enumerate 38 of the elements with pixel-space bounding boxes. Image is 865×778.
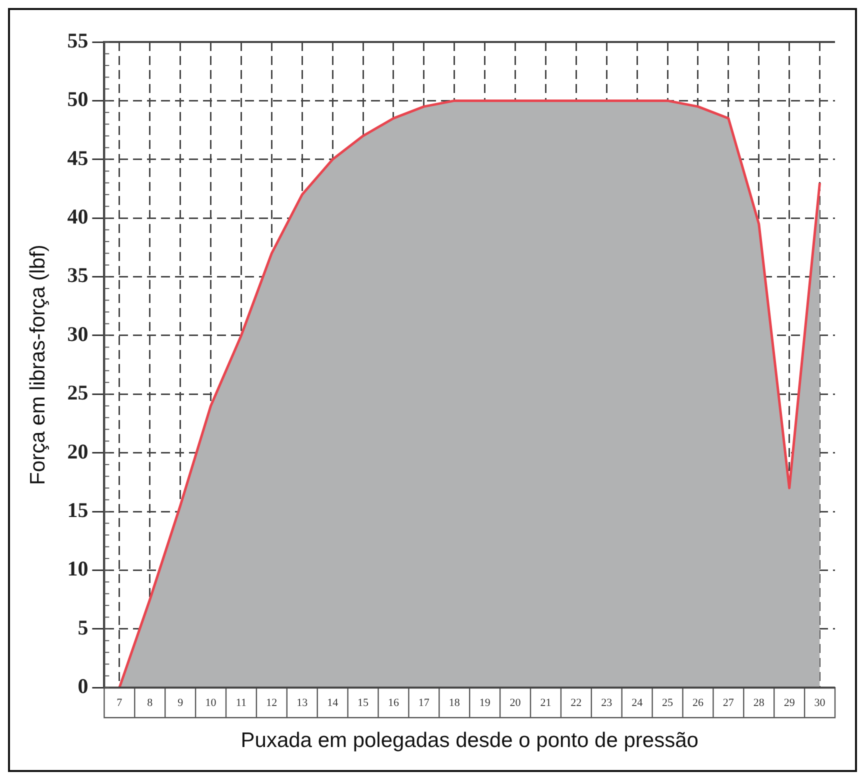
y-tick-label: 10 xyxy=(67,556,88,581)
x-tick-label: 10 xyxy=(205,697,217,710)
x-tick-label: 25 xyxy=(662,697,674,710)
y-tick-label: 45 xyxy=(67,146,88,170)
x-tick-label: 24 xyxy=(632,697,644,710)
x-tick-label: 8 xyxy=(147,697,154,710)
y-tick-label: 5 xyxy=(78,615,88,640)
y-tick-label: 55 xyxy=(67,28,88,52)
y-tick-label: 30 xyxy=(67,322,88,346)
x-tick-label: 30 xyxy=(814,697,826,710)
x-tick-label: 26 xyxy=(692,697,704,710)
x-tick-label: 15 xyxy=(358,697,370,710)
y-axis-title: Força em libras-força (lbf) xyxy=(26,244,50,485)
x-tick-label: 27 xyxy=(722,697,734,710)
x-tick-label: 13 xyxy=(296,697,308,710)
x-tick-label: 9 xyxy=(178,697,184,710)
x-tick-label: 17 xyxy=(418,697,430,710)
x-tick-label: 16 xyxy=(388,697,400,710)
x-tick-label: 23 xyxy=(601,697,613,710)
x-tick-label: 22 xyxy=(570,697,582,710)
y-tick-label: 40 xyxy=(67,204,88,228)
y-tick-label: 0 xyxy=(78,674,88,698)
x-tick-label: 14 xyxy=(327,697,339,710)
x-tick-label: 28 xyxy=(753,697,765,710)
x-tick-label: 19 xyxy=(479,697,491,710)
x-tick-label: 7 xyxy=(116,697,123,710)
x-tick-label: 11 xyxy=(236,697,247,710)
y-tick-label: 20 xyxy=(67,439,88,464)
y-tick-label: 15 xyxy=(67,498,88,522)
y-tick-label: 50 xyxy=(67,87,88,112)
x-tick-label: 12 xyxy=(266,697,278,710)
y-tick-label: 35 xyxy=(67,263,88,288)
x-tick-label: 29 xyxy=(784,697,796,710)
x-axis-title: Puxada em polegadas desde o ponto de pressão xyxy=(240,729,698,752)
x-tick-label: 18 xyxy=(448,697,460,710)
y-tick-label: 25 xyxy=(67,380,88,405)
x-tick-label: 20 xyxy=(510,697,522,710)
x-tick-label: 21 xyxy=(540,697,552,710)
